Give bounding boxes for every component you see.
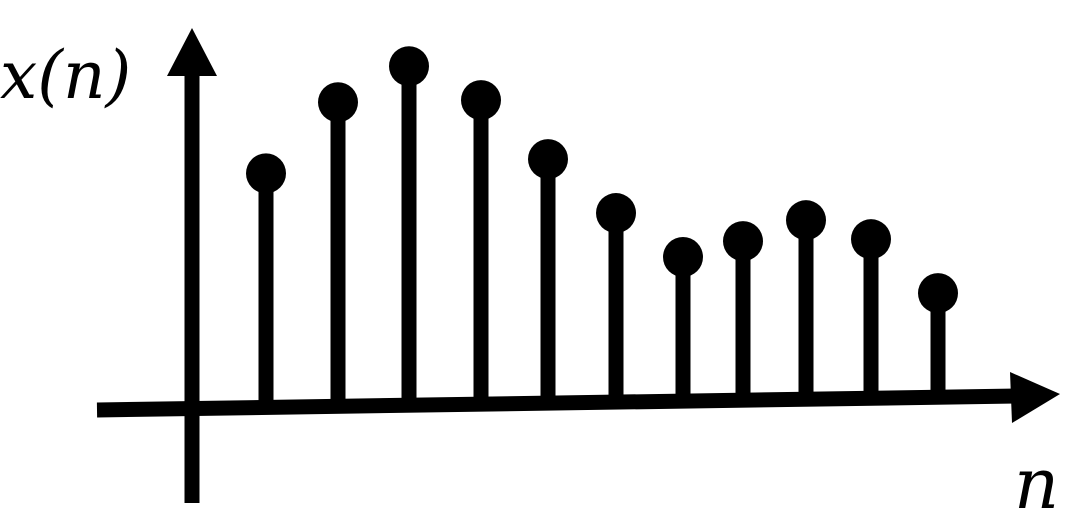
- y-axis-label: x(n): [0, 37, 131, 114]
- stem-marker-4: [461, 80, 501, 121]
- stem-marker-5: [528, 139, 568, 180]
- stem-marker-8: [723, 221, 763, 262]
- stem-marker-6: [596, 193, 636, 234]
- stem-marker-7: [663, 237, 703, 278]
- stem-marker-3: [389, 46, 429, 87]
- stem-marker-10: [851, 219, 891, 260]
- x-axis-label: n: [1014, 443, 1059, 525]
- stem-marker-1: [246, 153, 286, 194]
- stem-marker-2: [318, 82, 358, 123]
- stem-series: [246, 46, 958, 409]
- stem-marker-11: [918, 273, 958, 314]
- y-axis-arrowhead: [167, 28, 217, 76]
- x-axis: [96, 388, 1019, 418]
- x-axis-arrowhead: [1010, 372, 1060, 423]
- stem-marker-9: [786, 200, 826, 241]
